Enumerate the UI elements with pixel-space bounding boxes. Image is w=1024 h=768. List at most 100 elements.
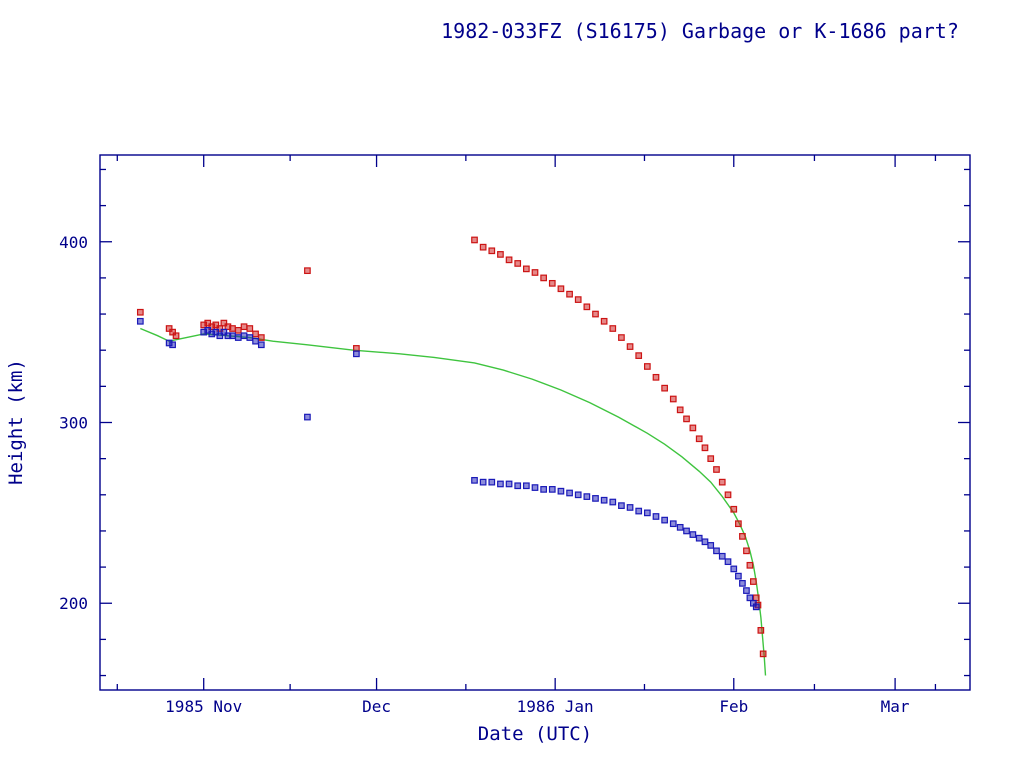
perigee-height-marker — [136, 317, 144, 325]
plot-area: 1985 Nov Dec 1986 Jan Feb Mar 200 300 400 — [59, 154, 971, 716]
apogee-height-marker — [505, 256, 513, 264]
apogee-height-marker — [669, 395, 677, 403]
perigee-height-marker — [739, 580, 746, 587]
perigee-height-marker — [718, 552, 726, 560]
apogee-height-marker — [730, 505, 738, 513]
apogee-height-marker — [652, 373, 660, 381]
perigee-height-marker — [246, 334, 254, 341]
perigee-height-marker — [169, 341, 176, 349]
apogee-height-marker — [750, 578, 757, 585]
apogee-height-marker — [471, 236, 478, 244]
apogee-height-marker — [514, 260, 522, 267]
perigee-height-marker — [540, 486, 547, 493]
perigee-height-marker — [353, 350, 360, 358]
apogee-height-marker — [707, 455, 715, 462]
apogee-height-marker — [479, 243, 487, 251]
perigee-height-marker — [229, 332, 236, 340]
perigee-height-marker — [618, 502, 625, 509]
apogee-height-marker — [600, 317, 608, 325]
apogee-height-marker — [548, 279, 556, 287]
apogee-height-marker — [724, 491, 732, 499]
plot-frame — [99, 154, 971, 691]
perigee-height-marker — [752, 603, 760, 611]
perigee-height-marker — [216, 332, 224, 340]
mean-height-line — [140, 327, 767, 676]
apogee-height-marker — [257, 334, 265, 341]
apogee-height-marker — [353, 345, 360, 352]
perigee-height-marker — [488, 478, 496, 486]
perigee-height-marker — [707, 542, 715, 549]
apogee-height-marker — [246, 325, 254, 332]
x-tick-label: 1985 Nov — [165, 697, 242, 716]
apogee-height-marker — [689, 424, 697, 432]
apogee-height-marker — [635, 352, 643, 359]
apogee-height-marker — [718, 478, 726, 486]
apogee-height-marker — [618, 334, 625, 341]
perigee-height-marker — [471, 476, 478, 484]
x-axis-label: Date (UTC) — [478, 723, 592, 745]
perigee-height-marker — [713, 547, 720, 555]
perigee-height-marker — [635, 507, 643, 515]
perigee-height-marker — [724, 558, 732, 566]
apogee-height-marker — [497, 251, 504, 258]
apogee-height-marker — [695, 435, 703, 443]
perigee-height-marker — [505, 480, 513, 488]
apogee-height-marker — [644, 363, 651, 370]
perigee-height-marker — [204, 326, 212, 334]
apogee-height-marker — [583, 303, 591, 311]
apogee-height-marker — [212, 321, 220, 329]
perigee-height-marker — [735, 572, 742, 580]
perigee-height-marker — [566, 489, 573, 497]
apogee-height-marker — [304, 267, 311, 275]
perigee-height-marker — [701, 538, 709, 546]
apogee-height-marker — [531, 269, 539, 276]
y-tick-label: 300 — [59, 414, 88, 433]
x-tick-label: 1986 Jan — [517, 697, 594, 716]
apogee-height-marker — [136, 308, 144, 316]
x-tick-label: Mar — [881, 697, 910, 716]
perigee-height-marker — [257, 341, 265, 349]
perigee-height-marker — [240, 332, 248, 340]
perigee-height-marker — [548, 486, 556, 493]
perigee-height-marker — [644, 509, 651, 517]
perigee-height-marker — [609, 498, 617, 506]
apogee-height-marker — [204, 319, 212, 327]
perigee-height-marker — [695, 534, 703, 542]
apogee-height-marker — [574, 296, 582, 303]
perigee-height-marker — [676, 523, 684, 531]
apogee-height-marker — [540, 274, 547, 282]
perigee-height-marker — [600, 496, 608, 504]
apogee-height-marker — [752, 594, 760, 602]
perigee-height-marker — [669, 520, 677, 528]
apogee-height-marker — [626, 343, 634, 350]
apogee-height-marker — [165, 325, 173, 332]
perigee-height-marker — [689, 531, 697, 538]
perigee-height-marker — [574, 491, 582, 499]
perigee-height-marker — [730, 565, 738, 573]
apogee-height-marker — [216, 325, 224, 332]
x-tick-label: Feb — [719, 697, 748, 716]
perigee-height-marker — [523, 482, 530, 490]
perigee-height-marker — [479, 478, 487, 486]
apogee-height-marker — [566, 290, 573, 298]
perigee-height-marker — [652, 513, 660, 520]
apogee-height-marker — [234, 326, 242, 334]
apogee-height-marker — [739, 533, 746, 540]
y-tick-label: 200 — [59, 594, 88, 613]
apogee-height-marker — [592, 310, 599, 318]
perigee-height-marker — [746, 594, 754, 602]
perigee-height-marker — [683, 527, 690, 535]
apogee-height-marker — [169, 328, 176, 336]
y-axis-label: Height (km) — [5, 359, 27, 485]
apogee-height-marker — [488, 247, 496, 255]
apogee-height-marker — [746, 561, 754, 569]
apogee-height-marker — [701, 444, 709, 452]
perigee-height-marker — [592, 495, 599, 502]
apogee-height-marker — [220, 319, 228, 327]
perigee-height-marker — [583, 493, 591, 500]
perigee-height-marker — [531, 484, 539, 491]
x-tick-label: Dec — [362, 697, 391, 716]
apogee-height-marker — [713, 466, 720, 473]
